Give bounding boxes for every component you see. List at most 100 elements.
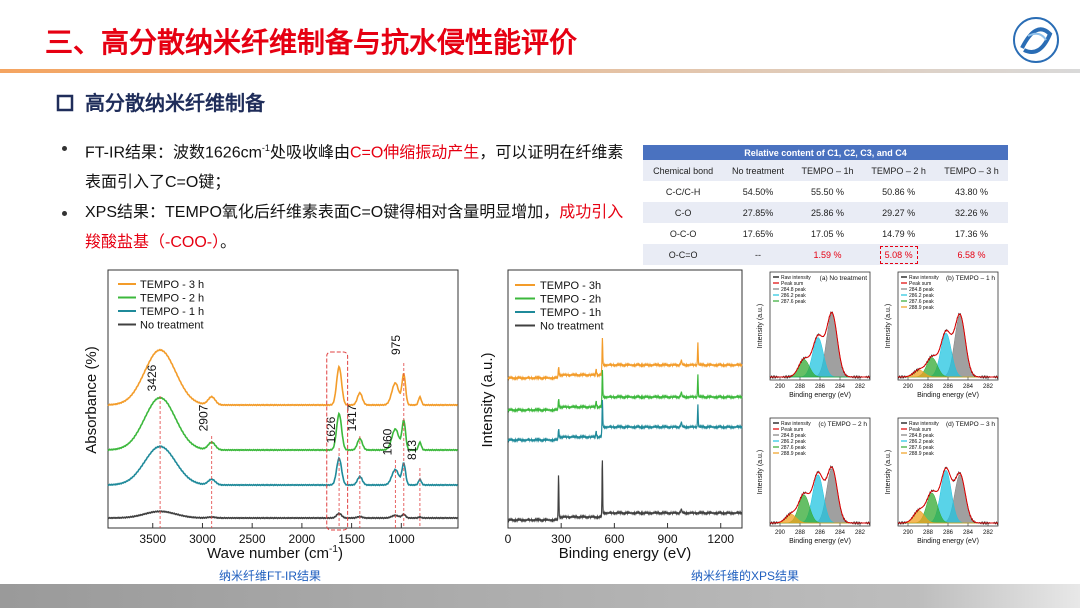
x-tick-label: 290	[775, 530, 786, 536]
sum-line	[770, 466, 870, 524]
x-tick-label: 284	[835, 530, 846, 536]
table-cell: 14.79 %	[862, 223, 936, 244]
bullet-text: -1	[261, 143, 270, 153]
table-row: C-C/C-H 54.50% 55.50 % 50.86 % 43.80 %	[643, 181, 1008, 202]
legend-label: Raw intensity	[781, 275, 811, 281]
table-cell: 1.59 %	[792, 244, 863, 265]
table-cell: 17.65%	[723, 223, 793, 244]
x-tick-label: 284	[963, 530, 974, 536]
table-cell: --	[723, 244, 793, 265]
x-axis-label-sup: -1	[329, 544, 338, 555]
table-cell: 17.36 %	[935, 223, 1008, 244]
x-tick-label: 290	[775, 384, 786, 390]
spectrum-line	[507, 399, 743, 443]
x-tick-label: 282	[855, 384, 866, 390]
table-header-row: Chemical bond No treatment TEMPO – 1h TEMPO…	[643, 160, 1008, 181]
y-axis-label: Intensity (a.u.)	[885, 450, 892, 494]
figure-caption: 纳米纤维的XPS结果	[691, 568, 799, 583]
legend-label: 287.6 peak	[909, 445, 934, 451]
x-tick-label: 2500	[239, 532, 266, 546]
x-tick-label: 3500	[139, 532, 166, 546]
x-axis-label: Binding energy (eV)	[917, 392, 979, 399]
peak-label: 1060	[380, 428, 394, 455]
bullet-text: C=O伸缩振动产生	[349, 144, 480, 162]
x-tick-label: 284	[963, 384, 974, 390]
column-header: TEMPO – 2 h	[862, 160, 936, 181]
column-header: TEMPO – 3 h	[935, 160, 1008, 181]
bullet: XPS结果：TEMPO氧化后纤维素表面C=O键得相对含量明显增加，成功引入羧酸盐…	[62, 198, 637, 258]
spectrum-line	[107, 348, 459, 407]
legend-label: 284.8 peak	[909, 287, 934, 293]
logo	[1013, 17, 1059, 63]
plot-frame	[507, 269, 743, 529]
table-caption-row: Relative content of C1, C2, C3, and C4	[643, 145, 1008, 160]
header-rule	[0, 69, 1080, 73]
y-axis-label: Absorbance (%)	[83, 346, 100, 454]
legend-label: TEMPO - 3h	[540, 280, 601, 292]
legend-label: 287.6 peak	[781, 445, 806, 451]
bullet: FT-IR结果：波数1626cm-1处吸收峰由C=O伸缩振动产生，可以证明在纤维…	[62, 133, 637, 198]
table-cell-text: 6.58 %	[957, 249, 986, 260]
legend-label: 286.2 peak	[781, 439, 806, 445]
x-tick-label: 282	[983, 530, 994, 536]
x-tick-label: 288	[923, 530, 934, 536]
y-axis-label: Intensity (a.u.)	[479, 352, 496, 447]
x-tick-label: 900	[658, 532, 678, 546]
footer-bar	[0, 584, 1080, 608]
x-tick-label: 286	[943, 530, 954, 536]
sum-line	[770, 311, 870, 378]
legend-label: 287.6 peak	[909, 299, 934, 305]
panel-title: (a) No treatment	[820, 275, 868, 282]
panel-title: (d) TEMPO – 3 h	[946, 421, 995, 428]
bullet-text: 。	[220, 234, 237, 252]
x-axis-label: Binding energy (eV)	[917, 538, 979, 545]
x-tick-label: 3000	[189, 532, 216, 546]
table-cell: 55.50 %	[792, 181, 863, 202]
legend-label: Peak sum	[909, 427, 931, 433]
page-title: 三、高分散纳米纤维制备与抗水侵性能评价	[45, 26, 578, 58]
figure-caption: 纳米纤维FT-IR结果	[219, 569, 321, 583]
legend-label: Raw intensity	[909, 421, 939, 427]
legend-label: TEMPO - 3 h	[140, 279, 204, 291]
table-cell: 17.05 %	[792, 223, 863, 244]
x-tick-label: 288	[795, 530, 806, 536]
table-cell: 43.80 %	[935, 181, 1008, 202]
legend-label: No treatment	[540, 321, 604, 333]
table-cell: 5.08 %	[862, 244, 936, 265]
peak-label: 975	[389, 335, 403, 355]
x-tick-label: 300	[551, 532, 571, 546]
table-cell: 32.26 %	[935, 202, 1008, 223]
sum-line	[898, 467, 998, 524]
x-tick-label: 1000	[388, 532, 415, 546]
legend-label: 286.2 peak	[909, 293, 934, 299]
table-cell-text: 5.08 %	[879, 245, 918, 264]
x-tick-label: 1200	[707, 532, 734, 546]
legend-label: 284.8 peak	[909, 433, 934, 439]
plot-frame	[107, 269, 459, 529]
legend-label: Peak sum	[781, 281, 803, 287]
peak-label: 1626	[324, 416, 338, 443]
spectrum-line	[107, 396, 459, 452]
table-row: O-C=O -- 1.59 % 5.08 % 6.58 %	[643, 244, 1008, 265]
legend-label: Raw intensity	[909, 275, 939, 281]
legend-label: TEMPO - 2 h	[140, 293, 204, 305]
table-cell-text: 1.59 %	[813, 249, 842, 260]
table-cell: 25.86 %	[792, 202, 863, 223]
legend-label: TEMPO - 2h	[540, 294, 601, 306]
section-marker	[56, 94, 74, 112]
section-title: 高分散纳米纤维制备	[85, 91, 266, 115]
peak-label: 1417	[345, 404, 359, 431]
legend-label: 286.2 peak	[781, 293, 806, 299]
bullet-list: FT-IR结果：波数1626cm-1处吸收峰由C=O伸缩振动产生，可以证明在纤维…	[62, 133, 637, 258]
column-header: Chemical bond	[643, 160, 724, 181]
column-header: TEMPO – 1h	[792, 160, 863, 181]
y-axis-label: Intensity (a.u.)	[885, 304, 892, 348]
x-tick-label: 286	[943, 384, 954, 390]
peak-label: 2907	[197, 404, 211, 431]
bullet-text: ，可以证明在纤维素表面引入了C=O键；	[85, 144, 624, 192]
x-axis-label: Binding energy (eV)	[559, 545, 692, 562]
